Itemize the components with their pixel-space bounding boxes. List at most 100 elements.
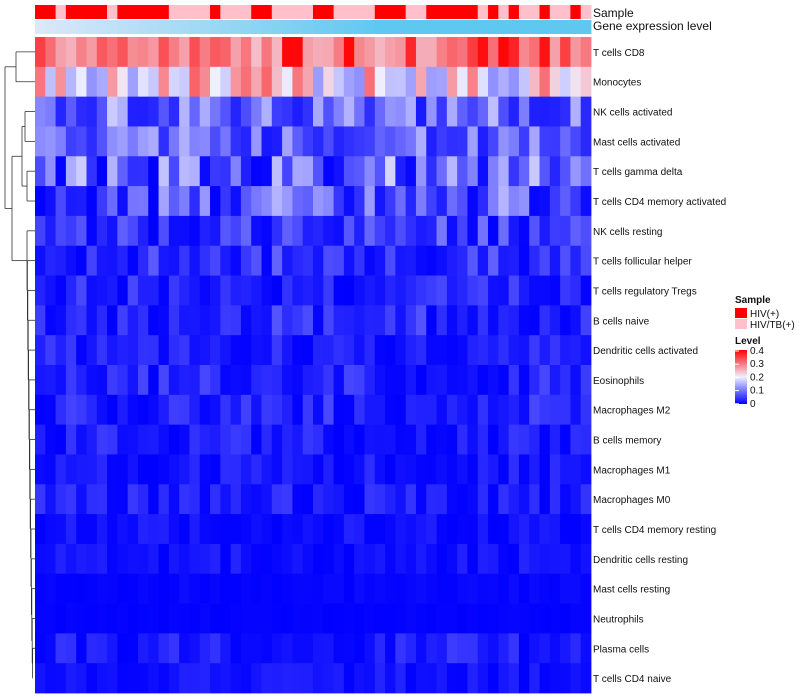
heatmap-cell (199, 96, 211, 127)
heatmap-cell (415, 215, 427, 247)
heatmap-cell (395, 215, 407, 247)
heatmap-cell (395, 245, 407, 276)
heatmap-cell (549, 543, 561, 575)
sample-cell (107, 5, 118, 19)
sample-cell (65, 5, 77, 19)
heatmap-cell (529, 96, 540, 127)
heatmap-cell (364, 633, 376, 664)
heatmap-cell (107, 215, 118, 247)
heatmap-cell (436, 245, 448, 276)
heatmap-cell (158, 156, 170, 187)
heatmap-cell (580, 245, 592, 276)
heatmap-cell (282, 96, 293, 127)
heatmap-cell (199, 215, 211, 247)
heatmap-cell (148, 365, 159, 396)
heatmap-cell (436, 156, 448, 187)
heatmap-cell (55, 424, 67, 455)
heatmap-cell (282, 365, 293, 396)
heatmap-cell (508, 543, 520, 575)
heatmap-cell (518, 305, 530, 336)
gene-level-cell (405, 20, 417, 34)
heatmap-cell (364, 275, 376, 306)
heatmap-cell (426, 96, 437, 127)
heatmap-cell (354, 126, 365, 157)
heatmap-cell (385, 156, 396, 187)
heatmap-cell (240, 663, 252, 694)
heatmap-cell (436, 186, 448, 217)
heatmap-cell (570, 305, 582, 336)
heatmap-cell (251, 603, 262, 634)
sample-cell (354, 5, 365, 19)
gene-expression-annotation-bar (35, 20, 592, 34)
sample-annotation-label: Sample (593, 6, 634, 20)
sample-cell (385, 5, 396, 19)
heatmap-cell (251, 365, 262, 396)
heatmap-cell (86, 215, 98, 247)
legend-tick-label: 0.2 (750, 372, 764, 383)
heatmap-cell (488, 484, 499, 515)
heatmap-cell (282, 454, 293, 485)
heatmap-cell (189, 394, 201, 426)
heatmap-cell (86, 66, 98, 98)
heatmap-cell (457, 514, 468, 545)
heatmap-cell (271, 484, 283, 515)
heatmap-cell (385, 424, 396, 455)
heatmap-cell (529, 573, 540, 604)
heatmap-cell (395, 335, 407, 366)
heatmap-cell (137, 454, 149, 485)
sample-cell (529, 5, 540, 19)
heatmap-cell (518, 394, 530, 426)
heatmap-cell (220, 186, 232, 217)
heatmap-cell (210, 96, 221, 127)
heatmap-cell (549, 126, 561, 157)
heatmap-cell (580, 126, 592, 157)
heatmap-cell (35, 126, 46, 157)
heatmap-cell (86, 305, 98, 336)
gene-level-cell (446, 20, 458, 34)
heatmap-cell (292, 454, 304, 485)
heatmap-cell (55, 573, 67, 604)
heatmap-cell (210, 186, 221, 217)
heatmap-cell (168, 186, 180, 217)
sample-cell (168, 5, 180, 19)
heatmap-cell (488, 573, 499, 604)
legend-swatch (735, 308, 747, 318)
heatmap-cell (35, 156, 46, 187)
heatmap-cell (302, 245, 314, 276)
heatmap-cell (292, 186, 304, 217)
heatmap-cell (518, 365, 530, 396)
sample-cell (86, 5, 98, 19)
gene-level-cell (343, 20, 355, 34)
gene-level-cell (385, 20, 396, 34)
heatmap-cell (333, 96, 345, 127)
heatmap-cell (35, 603, 46, 634)
heatmap-cell (240, 603, 252, 634)
heatmap-cell (117, 394, 129, 426)
row-label: Macrophages M2 (593, 406, 671, 417)
heatmap-cell (230, 66, 242, 98)
heatmap-cell (35, 454, 46, 485)
heatmap-cell (148, 484, 159, 515)
heatmap-cell (560, 543, 571, 575)
heatmap-cell (436, 543, 448, 575)
heatmap-cell (343, 96, 355, 127)
heatmap-cell (148, 37, 159, 68)
heatmap-cell (230, 335, 242, 366)
heatmap-cell (240, 365, 252, 396)
heatmap-cell (467, 37, 479, 68)
heatmap-cell (230, 543, 242, 575)
heatmap-cell (549, 424, 561, 455)
heatmap-cell (251, 126, 262, 157)
heatmap-cell (395, 37, 407, 68)
gene-level-cell (168, 20, 180, 34)
heatmap-cell (436, 573, 448, 604)
heatmap-cell (313, 514, 324, 545)
heatmap-cell (580, 663, 592, 694)
heatmap-cell (343, 245, 355, 276)
heatmap-cell (436, 454, 448, 485)
heatmap-cell (426, 126, 437, 157)
heatmap-cell (230, 573, 242, 604)
heatmap-cell (35, 66, 46, 98)
heatmap-cell (261, 335, 273, 366)
legend-tick-label: 0.1 (750, 386, 764, 397)
